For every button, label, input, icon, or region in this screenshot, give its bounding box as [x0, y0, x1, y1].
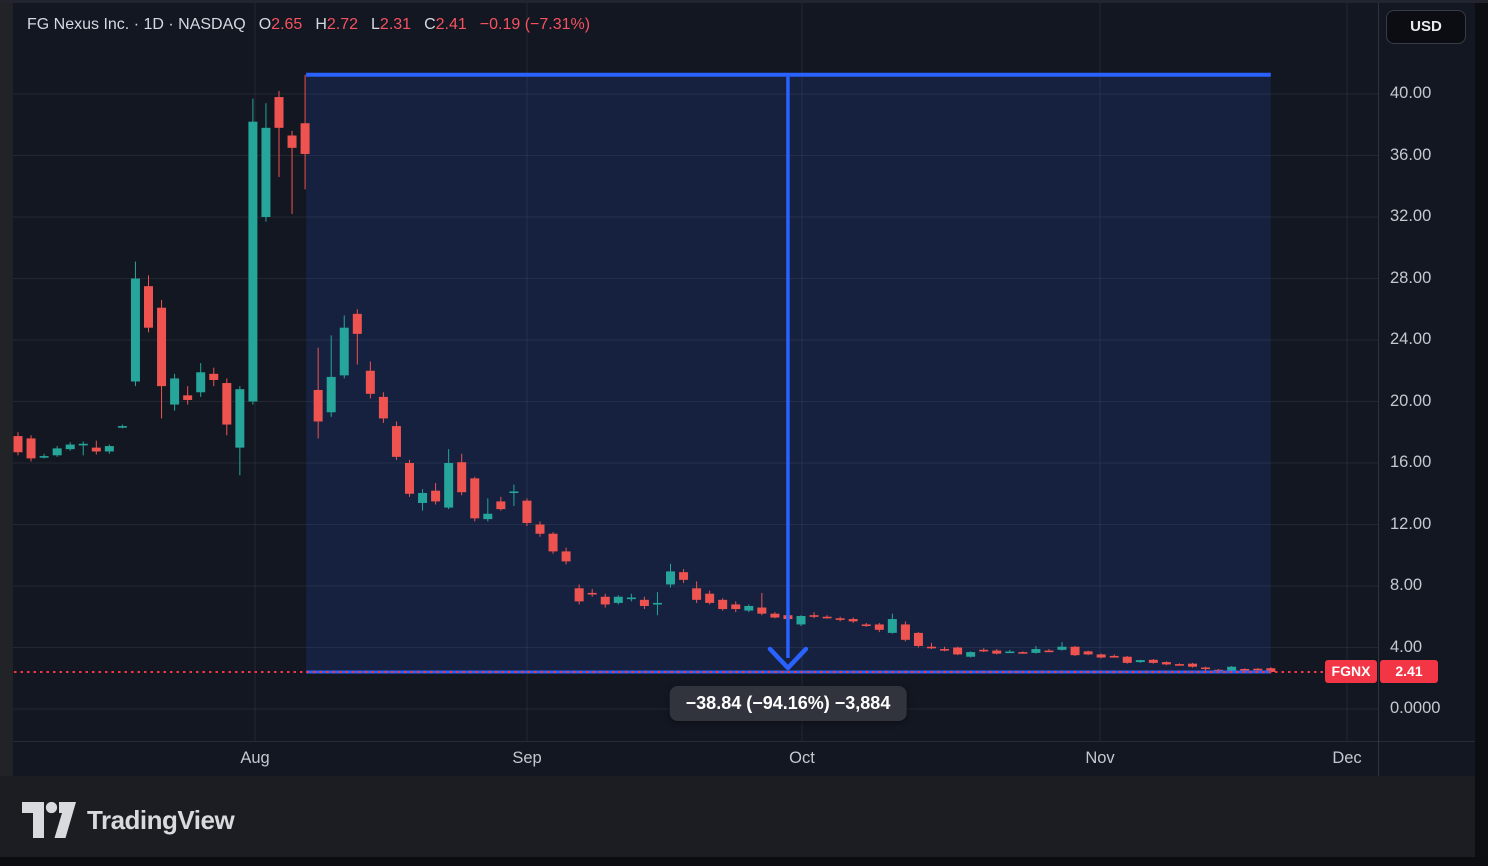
- ohlc-values: O 2.65 H 2.72 L 2.31 C 2.41: [259, 16, 467, 34]
- ohlc-pair: O 2.65: [258, 16, 303, 33]
- symbol-title: FG Nexus Inc. · 1D · NASDAQ: [27, 16, 246, 33]
- price-tick-label: 24.00: [1390, 330, 1432, 348]
- price-tick-label: 32.00: [1390, 207, 1432, 225]
- price-tick-label: 4.00: [1390, 637, 1423, 656]
- left-frame-strip: [0, 0, 13, 776]
- top-frame-strip: [0, 0, 1488, 3]
- price-axis[interactable]: 40.00 36.00 32.00 28.00 24.00 20.00 16.00 12.00…: [1378, 0, 1476, 741]
- month-tick-label: Aug: [240, 749, 270, 767]
- month-tick-label: Nov: [1085, 749, 1115, 767]
- price-tick-label: 40.00: [1390, 84, 1432, 102]
- symbol-price-label: FGNX: [1325, 660, 1377, 683]
- candlestick-plot[interactable]: [0, 0, 1488, 741]
- price-tick-label: 28.00: [1390, 268, 1432, 287]
- chart-legend: FG Nexus Inc. · 1D · NASDAQ O 2.65 H 2.72 L 2…: [27, 14, 590, 36]
- price-tick-label: 36.00: [1390, 145, 1432, 164]
- price-tick-label: 16.00: [1390, 453, 1432, 471]
- price-tick-label: 12.00: [1390, 514, 1432, 533]
- change-text: −0.19 (−7.31%): [479, 16, 591, 33]
- price-tick-label: 0.0000: [1390, 699, 1441, 717]
- bottom-panel: TradingView: [0, 776, 1488, 866]
- price-tick-label: 20.00: [1390, 391, 1432, 410]
- price-axis-separator: [1378, 0, 1379, 776]
- time-axis[interactable]: Aug Sep Oct Nov Dec: [0, 741, 1488, 777]
- ohlc-pair: L 2.31: [371, 16, 412, 33]
- measure-tooltip: −38.84 (−94.16%) −3,884: [669, 686, 907, 721]
- tradingview-logo[interactable]: TradingView: [22, 802, 235, 838]
- ohlc-pair: H 2.72: [315, 16, 359, 33]
- currency-button[interactable]: USD: [1386, 10, 1466, 44]
- last-price-label: 2.41: [1380, 660, 1438, 683]
- price-tick-label: 8.00: [1390, 576, 1423, 594]
- month-tick-label: Dec: [1332, 749, 1362, 767]
- bottom-frame-strip: [0, 857, 1488, 866]
- month-tick-label: Sep: [512, 749, 542, 767]
- tradingview-logo-text: TradingView: [87, 804, 235, 835]
- month-tick-label: Oct: [789, 749, 815, 767]
- right-frame-strip: [1475, 0, 1488, 866]
- ohlc-pair: C 2.41: [424, 16, 467, 33]
- tradingview-logo-icon: [22, 802, 76, 838]
